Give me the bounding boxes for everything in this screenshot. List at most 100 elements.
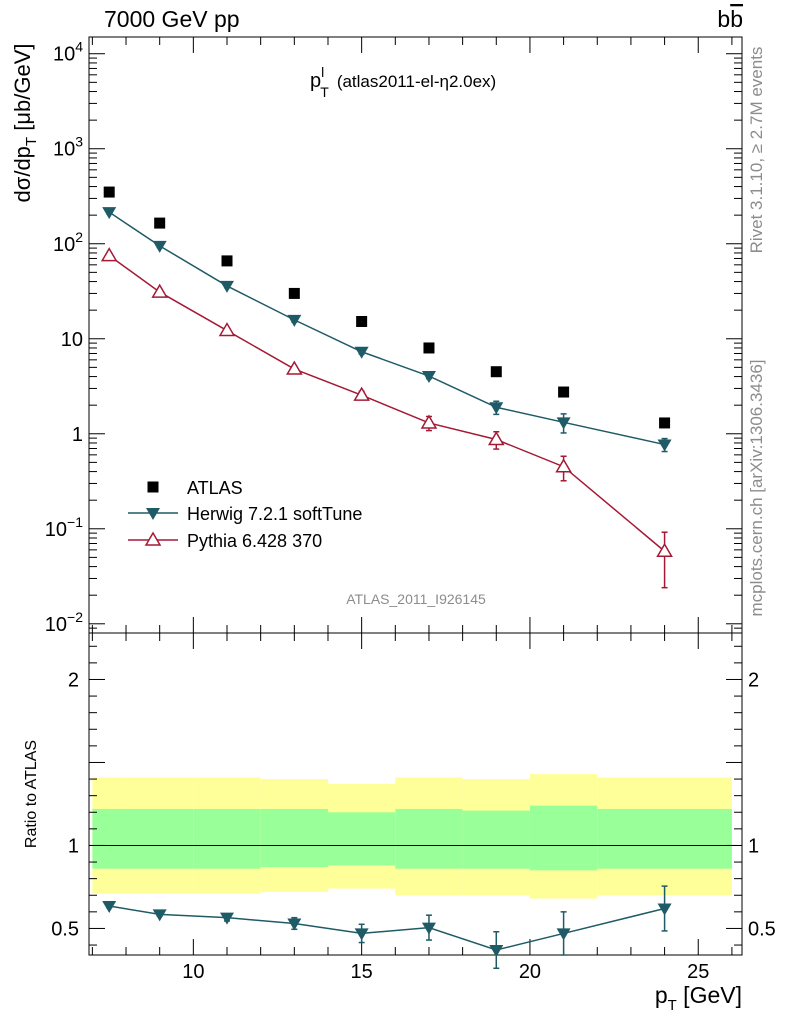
atlas-data-point	[103, 186, 115, 198]
pythia-data-point	[151, 283, 168, 298]
legend: ATLAS Herwig 7.2.1 softTune Pythia 6.428 3…	[128, 478, 362, 551]
ratio-band-green	[529, 805, 598, 871]
main-series	[100, 186, 673, 589]
atlas-data-point	[490, 366, 502, 378]
x-tick-label: 25	[687, 961, 709, 983]
ratio-y-tick-label-right: 2	[748, 669, 759, 691]
pythia-data-point	[100, 247, 118, 262]
herwig-ratio-series-group	[102, 885, 672, 970]
plot-title: pl T (atlas2011-el-η2.0ex)	[310, 64, 496, 100]
main-y-ticks: 10−2 10−1 1 10 102 103 104	[45, 39, 742, 636]
ratio-panel-frame	[88, 632, 743, 956]
herwig-ratio-data-point	[287, 918, 302, 931]
ratio-x-ticks: 10 15 20 25	[91, 633, 733, 983]
main-x-ticks	[91, 37, 733, 633]
pythia-data-point	[555, 458, 572, 473]
ratio-band-green	[327, 812, 396, 866]
x-tick-label: 20	[519, 961, 541, 983]
legend-item: Herwig 7.2.1 softTune	[128, 504, 362, 524]
analysis-watermark: ATLAS_2011_I926145	[346, 591, 486, 607]
ratio-y-axis-label: Ratio to ATLAS	[23, 740, 40, 848]
ratio-y-ticks: 0.5 0.5 1 1 2 2	[51, 645, 776, 946]
ratio-band-green	[395, 808, 463, 869]
legend-item: ATLAS	[147, 478, 243, 498]
main-y-tick-label: 102	[53, 229, 83, 256]
x-tick-label: 15	[351, 961, 373, 983]
atlas-data-point	[423, 342, 435, 354]
ratio-band-green	[597, 808, 732, 869]
ratio-panel: 0.5 0.5 1 1 2 2 10 15 20 25 Ratio to ATLAS pT [G…	[23, 632, 776, 1014]
ratio-band-green	[193, 808, 261, 869]
ratio-y-tick-label-right: 0.5	[748, 918, 776, 940]
legend-label: ATLAS	[187, 478, 243, 498]
x-tick-label: 10	[182, 961, 204, 983]
herwig-series-line	[108, 211, 665, 446]
main-y-axis-label: dσ/dpT [μb/GeV]	[10, 44, 40, 203]
header-process-b: b	[717, 6, 730, 32]
herwig-ratio-data-point	[102, 901, 117, 914]
herwig-data-point	[287, 314, 302, 327]
x-axis-label: pT [GeV]	[655, 982, 742, 1014]
ratio-band-green	[462, 810, 530, 869]
herwig-series-group	[102, 207, 672, 453]
plot-title-sup: l	[321, 64, 324, 80]
main-y-tick-label: 1	[72, 424, 83, 446]
herwig-data-point	[421, 371, 436, 384]
herwig-ratio-data-point	[657, 903, 672, 916]
pythia-data-point	[286, 360, 303, 375]
x-label-units: [GeV]	[677, 982, 742, 1008]
atlas-series-group	[103, 186, 671, 429]
herwig-ratio-data-point	[556, 928, 571, 941]
herwig-data-point	[489, 402, 504, 415]
herwig-ratio-data-point	[421, 922, 436, 935]
herwig-ratio-data-point	[220, 912, 235, 925]
rivet-version-label: Rivet 3.1.10, ≥ 2.7M events	[747, 47, 766, 254]
legend-marker	[147, 481, 159, 493]
ratio-uncertainty-bands	[92, 774, 732, 899]
plot-title-rest: (atlas2011-el-η2.0ex)	[337, 72, 496, 91]
legend-marker	[146, 508, 160, 520]
legend-label: Pythia 6.428 370	[187, 531, 322, 551]
main-y-label-units: [μb/GeV]	[10, 44, 35, 137]
pythia-data-point	[656, 542, 673, 558]
atlas-data-point	[221, 255, 233, 267]
ratio-y-tick-label: 0.5	[51, 918, 79, 940]
legend-marker	[144, 531, 162, 546]
herwig-data-point	[354, 346, 369, 359]
pythia-data-point	[487, 431, 505, 446]
main-y-tick-label: 10−1	[45, 514, 83, 541]
herwig-data-point	[556, 417, 571, 430]
legend-label: Herwig 7.2.1 softTune	[187, 504, 362, 524]
pythia-data-point	[420, 414, 438, 429]
main-y-tick-label: 104	[53, 39, 83, 66]
atlas-data-point	[288, 287, 300, 299]
mcplots-credit-label: mcplots.cern.ch [arXiv:1306.3436]	[747, 359, 766, 616]
herwig-data-point	[102, 207, 117, 220]
herwig-data-point	[657, 439, 672, 452]
main-y-label-sub: T	[23, 137, 40, 146]
x-label-p: p	[655, 982, 668, 1008]
header-process: bb	[717, 6, 743, 32]
pythia-data-point	[353, 386, 370, 401]
ratio-y-tick-label: 2	[68, 669, 79, 691]
plot-title-sub: T	[320, 84, 329, 100]
ratio-band-green	[92, 808, 127, 869]
header-collision-energy: 7000 GeV pp	[104, 6, 240, 32]
ratio-band-green	[260, 808, 328, 868]
herwig-data-point	[220, 280, 235, 293]
legend-item: Pythia 6.428 370	[128, 531, 322, 551]
main-y-tick-label: 10	[61, 329, 83, 351]
herwig-data-point	[152, 240, 167, 253]
atlas-data-point	[356, 315, 368, 327]
atlas-data-point	[558, 386, 570, 398]
main-y-tick-label: 103	[53, 134, 83, 161]
ratio-series	[102, 885, 672, 970]
pythia-series-group	[100, 247, 673, 589]
main-y-tick-label: 10−2	[45, 609, 83, 636]
ratio-band-green	[126, 808, 194, 869]
header-process-bbar: b	[730, 6, 743, 32]
main-y-label-dsigma: dσ/dp	[10, 146, 35, 202]
ratio-y-tick-label-right: 1	[748, 835, 759, 857]
